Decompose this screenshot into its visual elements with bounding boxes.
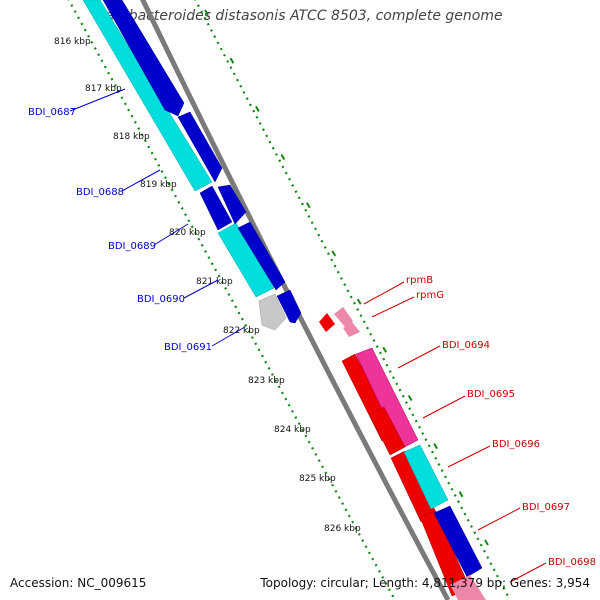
minor-dash-mark: [407, 394, 413, 401]
tick-label-817: 817 kbp: [85, 84, 122, 94]
gene-label-rpmB[interactable]: rpmB: [406, 275, 433, 286]
leader-rpmB: [363, 281, 405, 305]
leader-BDI_0688: [121, 169, 161, 192]
tick-label-820: 820 kbp: [169, 228, 206, 238]
minor-dash-mark: [433, 443, 438, 450]
leader-BDI_0694: [397, 345, 441, 369]
gene-label-BDI_0696[interactable]: BDI_0696: [492, 439, 540, 450]
tick-label-826: 826 kbp: [324, 524, 361, 534]
gene-BDI_0690b-blue[interactable]: [276, 289, 302, 324]
gene-rpmB[interactable]: [319, 313, 335, 332]
gene-label-BDI_0691[interactable]: BDI_0691: [164, 342, 212, 353]
gene-label-BDI_0690[interactable]: BDI_0690: [137, 294, 185, 305]
gene-label-BDI_0694[interactable]: BDI_0694: [442, 340, 490, 351]
gene-rpmG[interactable]: [334, 307, 360, 337]
minor-dash-mark: [229, 57, 235, 64]
leader-BDI_0696: [447, 445, 491, 468]
gene-label-BDI_0688[interactable]: BDI_0688: [76, 187, 124, 198]
leader-BDI_0690: [183, 279, 219, 299]
leader-BDI_0687: [69, 88, 126, 112]
minor-dash-mark: [255, 105, 260, 112]
minor-dash-mark: [331, 250, 337, 257]
leader-rpmG: [371, 296, 415, 318]
minor-dash-mark: [356, 298, 362, 305]
tick-label-816: 816 kbp: [54, 37, 91, 47]
gene-BDI_0690-blue[interactable]: [237, 221, 286, 291]
accession-text: Accession: NC_009615: [10, 576, 147, 590]
leader-BDI_0698: [509, 562, 547, 583]
gene-BDI_0695-red[interactable]: [369, 406, 406, 456]
leader-BDI_0689: [153, 223, 189, 246]
genome-stats-text: Topology: circular; Length: 4,811,379 bp…: [260, 576, 590, 590]
gene-BDI_0691-gray[interactable]: [258, 293, 287, 331]
gene-BDI_0696-cyan[interactable]: [403, 444, 449, 510]
tick-label-819: 819 kbp: [140, 180, 177, 190]
gene-label-BDI_0695[interactable]: BDI_0695: [467, 389, 515, 400]
minor-dash-mark: [204, 9, 209, 16]
gene-BDI_0689-blue[interactable]: [217, 184, 247, 225]
gene-label-BDI_0697[interactable]: BDI_0697: [522, 502, 570, 513]
gene-label-BDI_0687[interactable]: BDI_0687: [28, 107, 76, 118]
gene-BDI_0687-cyan[interactable]: [82, 0, 213, 192]
minor-dash-mark: [280, 154, 286, 161]
gene-label-rpmG[interactable]: rpmG: [416, 290, 444, 301]
gene-BDI_0697-blue[interactable]: [433, 505, 483, 578]
gene-label-BDI_0698[interactable]: BDI_0698: [548, 557, 596, 568]
minor-dash-mark: [484, 539, 489, 546]
leader-BDI_0691: [211, 326, 246, 347]
gene-BDI_0688-blue[interactable]: [177, 111, 223, 183]
map-title: Parabacteroides distasonis ATCC 8503, co…: [97, 8, 503, 24]
minor-dash-mark: [305, 202, 311, 209]
tick-label-825: 825 kbp: [299, 474, 336, 484]
tick-label-823: 823 kbp: [248, 376, 285, 386]
gene-BDI_0687-blue[interactable]: [102, 0, 185, 117]
minor-dash-mark: [458, 491, 464, 498]
gene-BDI_0698-pink[interactable]: [450, 575, 486, 600]
gene-label-BDI_0689[interactable]: BDI_0689: [108, 241, 156, 252]
minor-dash-mark: [382, 346, 388, 353]
tick-label-818: 818 kbp: [113, 132, 150, 142]
leader-BDI_0695: [422, 395, 466, 419]
tick-track-right: [194, 0, 511, 600]
tick-track-left: [67, 0, 396, 600]
gene-BDI_0688b-blue[interactable]: [199, 185, 233, 231]
leader-BDI_0697: [477, 507, 521, 531]
tick-label-824: 824 kbp: [274, 425, 311, 435]
gene-BDI_0689-cyan[interactable]: [217, 222, 275, 298]
minor-dash-track: [204, 9, 489, 546]
tick-label-822: 822 kbp: [223, 326, 260, 336]
